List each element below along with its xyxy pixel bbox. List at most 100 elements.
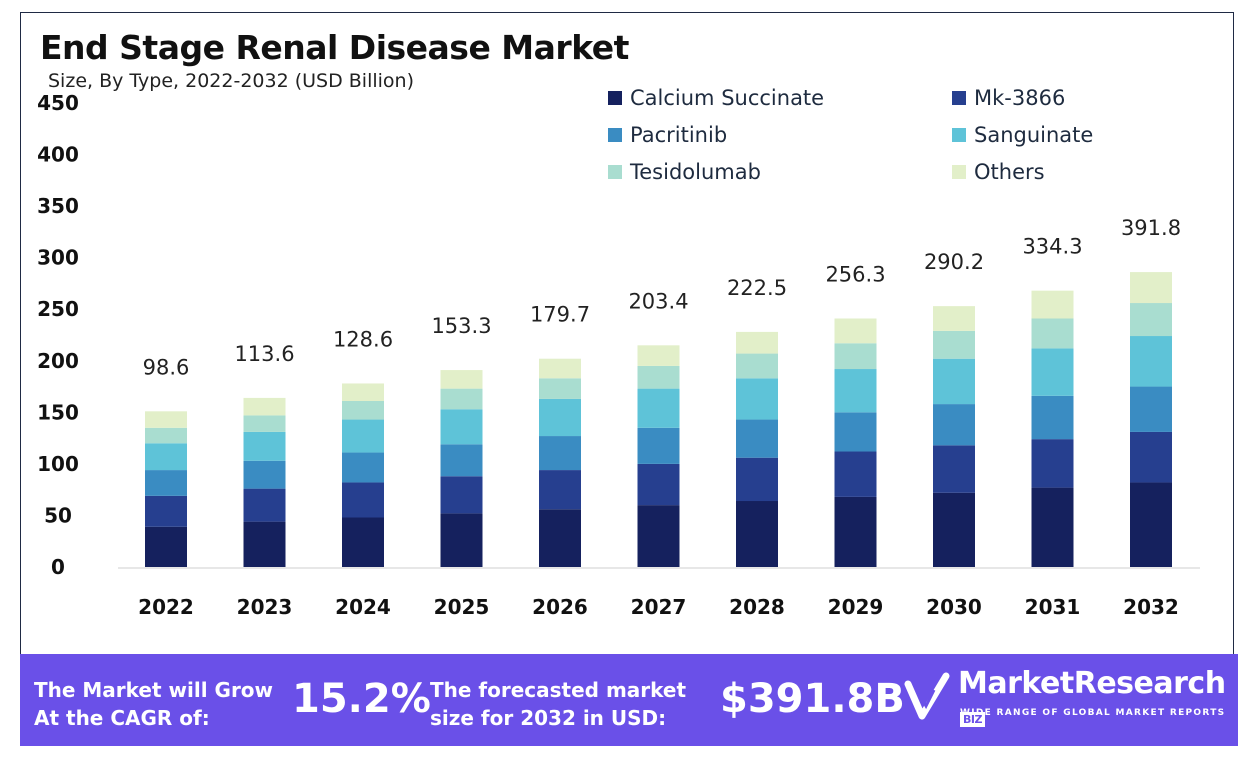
y-tick-label: 400 <box>37 143 79 167</box>
bar-total-label: 128.6 <box>333 327 393 351</box>
cagr-label: The Market will Grow At the CAGR of: <box>34 676 273 732</box>
bar-total-label: 153.3 <box>431 314 491 338</box>
stacked-bar-chart: 0 50 100 150 200 250 300 350 400 450 98.6 2022 113.6… <box>37 91 1200 619</box>
chart-title: End Stage Renal Disease Market <box>40 28 629 67</box>
bar-segment <box>145 411 187 428</box>
x-tick-label: 2024 <box>335 595 391 619</box>
bar-segment <box>539 358 581 379</box>
bar-segment <box>342 452 384 483</box>
bar-segment <box>1130 482 1172 567</box>
bar-segment <box>933 306 975 331</box>
chart-subtitle: Size, By Type, 2022-2032 (USD Billion) <box>48 70 415 92</box>
bar-segment <box>933 330 975 359</box>
legend-label: Sanguinate <box>974 123 1094 147</box>
bar-segment <box>933 445 975 493</box>
bar-total-label: 391.8 <box>1121 216 1181 240</box>
cagr-value: 15.2% <box>292 676 431 722</box>
forecast-label: The forecasted market size for 2032 in U… <box>430 676 686 732</box>
bar-segment <box>243 521 286 567</box>
bar-segment <box>637 365 680 389</box>
bar-segment <box>440 370 483 389</box>
bar-segment <box>736 331 778 354</box>
bar-segment <box>834 412 877 452</box>
x-tick-label: 2026 <box>532 595 588 619</box>
bar-segment <box>539 398 581 437</box>
bar-segment <box>440 444 483 477</box>
cagr-label-line2: At the CAGR of: <box>34 706 210 730</box>
forecast-label-line1: The forecasted market <box>430 678 687 702</box>
bar-segment <box>342 419 384 453</box>
bar-segment <box>145 470 187 496</box>
bar-segment <box>243 460 286 489</box>
x-tick-label: 2025 <box>434 595 490 619</box>
bar-segment <box>243 397 286 416</box>
legend-label: Tesidolumab <box>630 160 761 184</box>
bar-segment <box>637 427 680 464</box>
legend-swatch <box>952 165 966 179</box>
bar-segment <box>736 353 778 379</box>
bar-segment <box>834 496 877 567</box>
bar-segment <box>1031 439 1074 488</box>
legend-item-calcium-succinate: Calcium Succinate <box>608 86 824 110</box>
bar-segment <box>736 501 778 567</box>
y-tick-label: 300 <box>37 246 79 270</box>
bar-segment <box>342 383 384 401</box>
bar-segment <box>1130 272 1172 304</box>
y-tick-label: 450 <box>37 91 79 115</box>
legend-item-tesidolumab: Tesidolumab <box>608 160 761 184</box>
bar-segment <box>342 517 384 567</box>
bar-segment <box>834 451 877 497</box>
bar-segment <box>145 495 187 527</box>
bar-segment <box>736 378 778 420</box>
bar-total-label: 290.2 <box>924 250 984 274</box>
bar-total-label: 222.5 <box>727 276 787 300</box>
legend-swatch <box>608 165 622 179</box>
bar-segment <box>1130 386 1172 432</box>
legend-label: Pacritinib <box>630 123 728 147</box>
legend-label: Others <box>974 160 1045 184</box>
y-tick-label: 0 <box>51 555 65 579</box>
legend-item-mk-3866: Mk-3866 <box>952 86 1065 110</box>
legend-swatch <box>952 91 966 105</box>
bar-segment <box>637 388 680 428</box>
bar-segment <box>1130 303 1172 337</box>
bar-total-label: 203.4 <box>628 289 688 313</box>
x-tick-label: 2023 <box>237 595 293 619</box>
cagr-label-line1: The Market will Grow <box>34 678 274 702</box>
bar-segment <box>1031 395 1074 440</box>
legend-swatch <box>952 128 966 142</box>
bar-segment <box>440 476 483 514</box>
bar-segment <box>1031 487 1074 567</box>
legend-item-sanguinate: Sanguinate <box>952 123 1093 147</box>
bar-segment <box>637 505 680 567</box>
brand-badge: BIZ <box>960 712 985 727</box>
bar-segment <box>539 436 581 471</box>
bar-segment <box>440 409 483 445</box>
x-tick-label: 2030 <box>926 595 982 619</box>
brand-name-text: MarketResearch <box>958 666 1226 701</box>
bar-segment <box>243 488 286 522</box>
bar-segment <box>539 470 581 510</box>
forecast-value: $391.8B <box>720 676 905 722</box>
bar-total-label: 98.6 <box>143 355 190 379</box>
y-tick-label: 200 <box>37 349 79 373</box>
legend-item-pacritinib: Pacritinib <box>608 123 727 147</box>
bar-segment <box>145 443 187 471</box>
y-tick-label: 350 <box>37 194 79 218</box>
bar-total-label: 113.6 <box>234 342 294 366</box>
y-tick-label: 150 <box>37 400 79 424</box>
bar-segment <box>1130 336 1172 387</box>
y-tick-label: 250 <box>37 297 79 321</box>
brand-name: MarketResearch BIZ <box>958 666 1238 736</box>
legend-label: Calcium Succinate <box>630 86 825 110</box>
x-tick-label: 2027 <box>631 595 687 619</box>
y-tick-label: 50 <box>44 503 72 527</box>
bar-segment <box>933 404 975 446</box>
summary-banner: The Market will Grow At the CAGR of: 15.… <box>20 654 1238 746</box>
x-tick-label: 2022 <box>138 595 194 619</box>
bar-segment <box>933 492 975 567</box>
bar-segment <box>342 482 384 518</box>
bar-segment <box>539 509 581 567</box>
bar-segment <box>834 318 877 344</box>
bar-segment <box>1031 318 1074 349</box>
